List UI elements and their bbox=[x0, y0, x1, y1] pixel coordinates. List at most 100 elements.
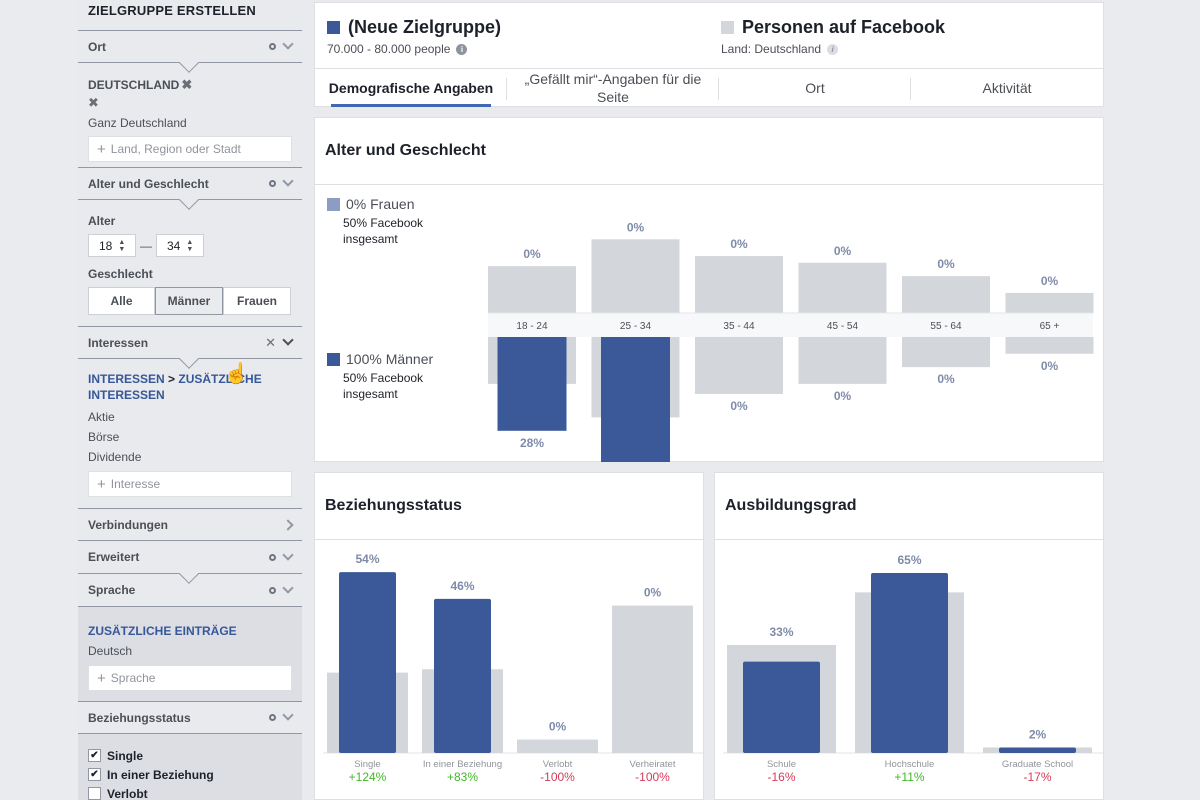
audience-header-card: (Neue Zielgruppe) 70.000 - 80.000 people… bbox=[314, 2, 1104, 107]
chevron-down-icon[interactable] bbox=[282, 581, 294, 594]
crumb-separator: > bbox=[168, 372, 176, 386]
chevron-right-icon[interactable] bbox=[282, 518, 294, 531]
age-min-select[interactable]: 18 ▲ ▼ bbox=[88, 234, 136, 257]
settings-icon[interactable] bbox=[269, 43, 276, 50]
language-extra-title: ZUSÄTZLICHE EINTRÄGE bbox=[88, 624, 237, 638]
tab-demographics[interactable]: Demografische Angaben bbox=[315, 69, 507, 107]
delta-label: -16% bbox=[767, 770, 795, 784]
location-header-label: Ort bbox=[88, 39, 106, 54]
relationship-section-header[interactable]: Beziehungsstatus bbox=[78, 701, 302, 734]
plus-icon: + bbox=[97, 669, 106, 687]
relationship-option-single[interactable]: ✔ Single bbox=[88, 746, 292, 765]
gender-all-button[interactable]: Alle bbox=[88, 287, 155, 315]
remove-region-icon[interactable]: ✖ bbox=[88, 95, 99, 110]
checkbox-icon[interactable] bbox=[88, 787, 101, 800]
baseline-bar bbox=[517, 739, 598, 753]
tab-location[interactable]: Ort bbox=[719, 69, 911, 107]
clear-icon[interactable]: ✕ bbox=[265, 334, 276, 350]
baseline-bar-men bbox=[695, 337, 783, 394]
settings-icon[interactable] bbox=[269, 714, 276, 721]
age-tick-label: 25 - 34 bbox=[620, 321, 652, 332]
chevron-down-icon[interactable] bbox=[282, 709, 294, 721]
age-max-select[interactable]: 34 ▲ ▼ bbox=[156, 234, 204, 257]
settings-icon[interactable] bbox=[269, 586, 276, 594]
location-input[interactable]: + Land, Region oder Stadt bbox=[88, 136, 292, 162]
info-icon[interactable]: i bbox=[456, 43, 468, 55]
men-value-label: 0% bbox=[1041, 359, 1059, 373]
location-country: DEUTSCHLAND ✖ bbox=[88, 77, 292, 93]
bar-value-label: 2% bbox=[1029, 727, 1047, 741]
gender-men-button[interactable]: Männer bbox=[155, 287, 223, 315]
age-range-dash: — bbox=[140, 238, 152, 253]
relationship-option-engaged[interactable]: Verlobt bbox=[88, 784, 292, 800]
interests-breadcrumb[interactable]: INTERESSEN > ZUSÄTZLICHE INTERESSEN bbox=[88, 371, 292, 403]
location-section-header[interactable]: Ort bbox=[78, 30, 302, 73]
women-value-label: 0% bbox=[834, 244, 852, 258]
bar-value-label: 46% bbox=[450, 579, 474, 593]
chevron-down-icon[interactable] bbox=[282, 175, 294, 187]
language-value: Deutsch bbox=[88, 644, 133, 658]
connections-section-header[interactable]: Verbindungen bbox=[78, 508, 302, 541]
plus-icon: + bbox=[97, 475, 106, 493]
compare-subtitle: Land: Deutschland bbox=[721, 42, 822, 56]
audience-bar bbox=[871, 572, 948, 753]
age-axis-band bbox=[488, 313, 1093, 337]
tab-activity[interactable]: Aktivität bbox=[982, 80, 1032, 96]
relationship-option-label: Verlobt bbox=[107, 786, 148, 800]
remove-country-icon[interactable]: ✖ bbox=[181, 77, 193, 92]
info-icon[interactable]: i bbox=[827, 43, 839, 55]
category-tick-label: Verlobt bbox=[543, 759, 573, 770]
compare-color-swatch bbox=[721, 21, 734, 34]
settings-icon[interactable] bbox=[269, 180, 276, 187]
gender-segmented-control: Alle Männer Frauen bbox=[88, 287, 292, 315]
interests-section-header[interactable]: Interessen ✕ bbox=[78, 326, 302, 369]
interest-input[interactable]: + Interesse bbox=[88, 471, 292, 497]
women-legend-sub: 50% Facebook insgesamt bbox=[343, 216, 424, 246]
baseline-bar-women bbox=[488, 266, 576, 313]
language-header-label: Sprache bbox=[88, 583, 136, 597]
delta-label: -100% bbox=[635, 770, 670, 784]
chevron-down-icon[interactable] bbox=[282, 38, 294, 50]
checkbox-checked-icon[interactable]: ✔ bbox=[88, 768, 101, 781]
women-value-label: 0% bbox=[523, 247, 541, 261]
crumb-extra-interests[interactable]: ZUSÄTZLICHE INTERESSEN bbox=[88, 372, 262, 402]
age-gender-section-header[interactable]: Alter und Geschlecht bbox=[78, 167, 302, 210]
chevron-down-icon[interactable] bbox=[282, 548, 294, 561]
education-card-title: Ausbildungsgrad bbox=[715, 473, 1103, 540]
location-placeholder: Land, Region oder Stadt bbox=[110, 142, 241, 156]
baseline-bar-men bbox=[798, 337, 887, 384]
men-legend-label: 100% Männer bbox=[346, 351, 434, 367]
men-value-label: 0% bbox=[937, 372, 955, 386]
delta-label: +124% bbox=[349, 770, 387, 784]
language-input[interactable]: + Sprache bbox=[88, 665, 292, 691]
category-tick-label: Schule bbox=[767, 759, 796, 770]
relationship-option-in-relationship[interactable]: ✔ In einer Beziehung bbox=[88, 765, 292, 784]
hand-cursor-icon: ☝ bbox=[224, 363, 249, 385]
baseline-bar-men bbox=[902, 337, 990, 368]
settings-icon[interactable] bbox=[269, 553, 276, 561]
updown-icon: ▲ ▼ bbox=[118, 238, 126, 253]
age-tick-label: 35 - 44 bbox=[723, 321, 755, 332]
relationship-card-title: Beziehungsstatus bbox=[315, 473, 703, 540]
interest-item: Börse bbox=[88, 430, 120, 444]
bar-value-label: 0% bbox=[644, 586, 662, 600]
audience-sidebar: ZIELGRUPPE ERSTELLEN Ort DEUTSCHLAND ✖ ✖… bbox=[78, 0, 302, 800]
updown-icon: ▲ ▼ bbox=[186, 238, 194, 253]
gender-women-button[interactable]: Frauen bbox=[223, 287, 291, 315]
audience-size: 70.000 - 80.000 people bbox=[327, 42, 451, 56]
tab-page-likes[interactable]: „Gefällt mir“-Angaben für die Seite bbox=[507, 69, 719, 107]
men-value-label: 0% bbox=[730, 399, 748, 413]
age-tick-label: 45 - 54 bbox=[827, 321, 859, 332]
location-country-label: DEUTSCHLAND bbox=[88, 78, 180, 92]
advanced-section-header[interactable]: Erweitert bbox=[78, 541, 302, 584]
delta-label: +11% bbox=[894, 770, 924, 784]
baseline-bar bbox=[612, 605, 693, 753]
relationship-option-label: In einer Beziehung bbox=[107, 767, 214, 782]
age-gender-header-label: Alter und Geschlecht bbox=[88, 176, 209, 191]
men-legend-sub: 50% Facebook insgesamt bbox=[343, 371, 424, 401]
category-tick-label: Hochschule bbox=[885, 759, 935, 770]
crumb-interests[interactable]: INTERESSEN bbox=[88, 372, 165, 386]
checkbox-checked-icon[interactable]: ✔ bbox=[88, 749, 101, 762]
chevron-down-icon[interactable] bbox=[282, 334, 294, 346]
